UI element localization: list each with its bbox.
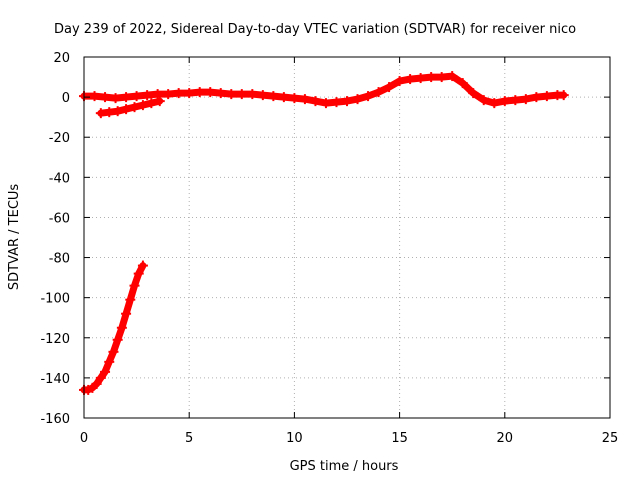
data-point — [247, 89, 258, 100]
data-point — [299, 94, 310, 105]
x-tick-label: 0 — [80, 431, 88, 446]
data-point — [289, 93, 300, 104]
y-tick-label: -120 — [40, 332, 70, 347]
data-point — [154, 96, 165, 107]
x-tick-label: 25 — [602, 431, 619, 446]
data-point — [447, 71, 458, 82]
data-point — [405, 74, 416, 85]
data-point — [331, 97, 342, 108]
data-point — [531, 92, 542, 103]
x-tick-label: 15 — [391, 431, 408, 446]
data-point — [457, 78, 468, 89]
data-point — [100, 92, 111, 103]
data-point — [116, 322, 127, 333]
data-point — [129, 280, 140, 291]
data-point — [129, 102, 140, 113]
data-point — [310, 96, 321, 107]
y-tick-label: -140 — [40, 372, 70, 387]
data-point — [91, 378, 102, 389]
x-tick-label: 5 — [185, 431, 193, 446]
data-point — [510, 95, 521, 106]
data-point — [352, 94, 363, 105]
grid-lines — [84, 57, 610, 418]
data-point — [152, 89, 163, 100]
data-series — [79, 71, 569, 395]
data-point — [558, 90, 569, 101]
x-axis-label: GPS time / hours — [290, 459, 399, 474]
data-point — [236, 89, 247, 100]
data-point — [373, 87, 384, 98]
data-point — [137, 100, 148, 111]
plot-frame — [83, 56, 611, 419]
y-tick-label: -100 — [40, 292, 70, 307]
data-point — [131, 91, 142, 102]
axis-ticks: 0 5 10 15 20 25 20 0 -20 -40 -60 -80 -100 -120 -140 -16… — [40, 51, 618, 446]
data-point — [415, 73, 426, 84]
data-point — [478, 95, 489, 106]
data-point — [384, 82, 395, 93]
data-point — [104, 107, 115, 118]
data-point — [426, 72, 437, 83]
y-tick-label: -80 — [49, 252, 70, 267]
data-point — [489, 98, 500, 109]
data-point — [89, 91, 100, 102]
y-tick-label: 0 — [62, 91, 70, 106]
y-axis-label: SDTVAR / TECUs — [7, 184, 22, 291]
data-point — [499, 96, 510, 107]
data-point — [104, 356, 115, 367]
data-point — [520, 94, 531, 105]
data-point — [146, 98, 157, 109]
data-point — [112, 106, 123, 117]
data-point — [194, 87, 205, 98]
y-tick-label: -160 — [40, 412, 70, 427]
data-point — [541, 91, 552, 102]
y-tick-label: -40 — [49, 171, 70, 186]
data-point — [163, 89, 174, 100]
data-point — [436, 72, 447, 83]
data-point — [363, 91, 374, 102]
data-point — [142, 90, 153, 101]
data-point — [125, 294, 136, 305]
data-point — [173, 88, 184, 99]
data-point — [278, 92, 289, 103]
data-point — [205, 87, 216, 98]
chart-title: Day 239 of 2022, Sidereal Day-to-day VTE… — [54, 22, 576, 37]
data-point — [112, 334, 123, 345]
data-point — [226, 89, 237, 100]
data-point — [137, 260, 148, 271]
data-point — [121, 308, 132, 319]
data-point — [394, 76, 405, 87]
data-point — [215, 88, 226, 99]
data-point — [184, 88, 195, 99]
data-point — [320, 98, 331, 109]
data-point — [108, 346, 119, 357]
data-point — [100, 366, 111, 377]
data-point — [257, 90, 268, 101]
data-point — [468, 88, 479, 99]
y-tick-label: -20 — [49, 131, 70, 146]
x-tick-label: 10 — [286, 431, 303, 446]
data-point — [342, 96, 352, 107]
data-point — [268, 91, 279, 102]
data-point — [95, 108, 106, 119]
data-point — [95, 372, 106, 383]
data-point — [121, 92, 132, 103]
x-tick-label: 20 — [497, 431, 514, 446]
y-tick-label: 20 — [53, 51, 70, 66]
data-point — [133, 268, 144, 279]
data-point — [121, 104, 132, 115]
data-point — [110, 93, 121, 104]
y-tick-label: -60 — [49, 211, 70, 226]
